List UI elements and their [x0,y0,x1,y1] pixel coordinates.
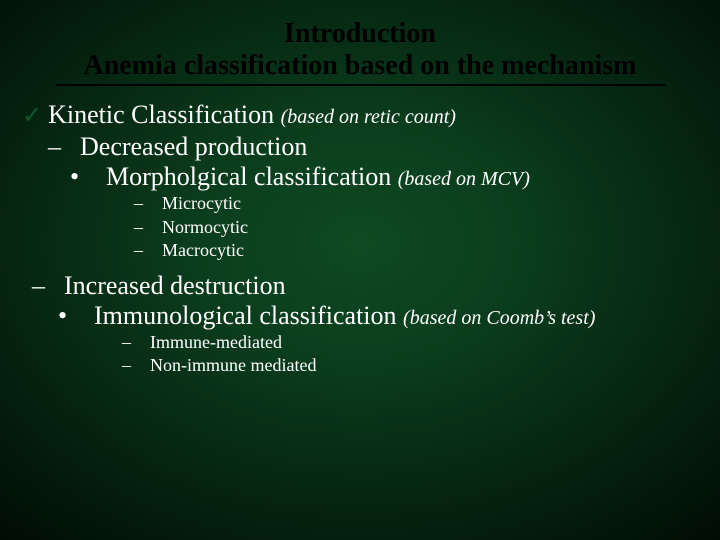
slide: Introduction Anemia classification based… [0,0,720,540]
title-block: Introduction Anemia classification based… [0,0,720,86]
sectionB-item-1: Non-immune mediated [150,355,316,375]
bullet-kinetic-main: Kinetic Classification [48,100,281,129]
title-line-1: Introduction [284,18,436,50]
check-icon: ✓ [22,104,42,128]
bullet-kinetic-text: Kinetic Classification (based on retic c… [48,100,456,130]
sectionA-heading: –Decreased production [80,132,698,162]
slide-body: ✓ Kinetic Classification (based on retic… [0,86,720,377]
sectionA-item-0: Microcytic [162,193,241,213]
sectionB-sub-text: Immunological classification [94,301,403,330]
sectionA-sub-note: (based on MCV) [398,168,530,190]
sectionB-heading: –Increased destruction [64,271,698,301]
dash-icon: – [64,132,80,162]
bullet-kinetic-note: (based on retic count) [281,106,456,128]
sectionB-sub: •Immunological classification (based on … [94,301,698,331]
sectionA-sub: •Morpholgical classification (based on M… [106,162,698,192]
sectionA-item: –Macrocytic [162,239,698,262]
sectionB-item: –Non-immune mediated [150,354,698,377]
dash-icon: – [136,354,150,377]
sectionA-item-2: Macrocytic [162,240,244,260]
sectionA-sub-text: Morpholgical classification [106,162,398,191]
sectionA-item: –Microcytic [162,192,698,215]
bullet-dot-icon: • [76,301,94,331]
sectionB-sub-note: (based on Coomb’s test) [403,307,595,329]
bullet-dot-icon: • [88,162,106,192]
sectionB-heading-text: Increased destruction [64,271,286,300]
sectionA-heading-text: Decreased production [80,132,307,161]
sectionB-item-0: Immune-mediated [150,332,282,352]
sectionA-item: –Normocytic [162,216,698,239]
dash-icon: – [136,331,150,354]
sectionB-item: –Immune-mediated [150,331,698,354]
title-line-2: Anemia classification based on the mecha… [84,50,637,82]
dash-icon: – [148,239,162,262]
dash-icon: – [148,216,162,239]
dash-icon: – [48,271,64,301]
dash-icon: – [148,192,162,215]
bullet-kinetic: ✓ Kinetic Classification (based on retic… [22,100,698,130]
sectionA-item-1: Normocytic [162,217,248,237]
